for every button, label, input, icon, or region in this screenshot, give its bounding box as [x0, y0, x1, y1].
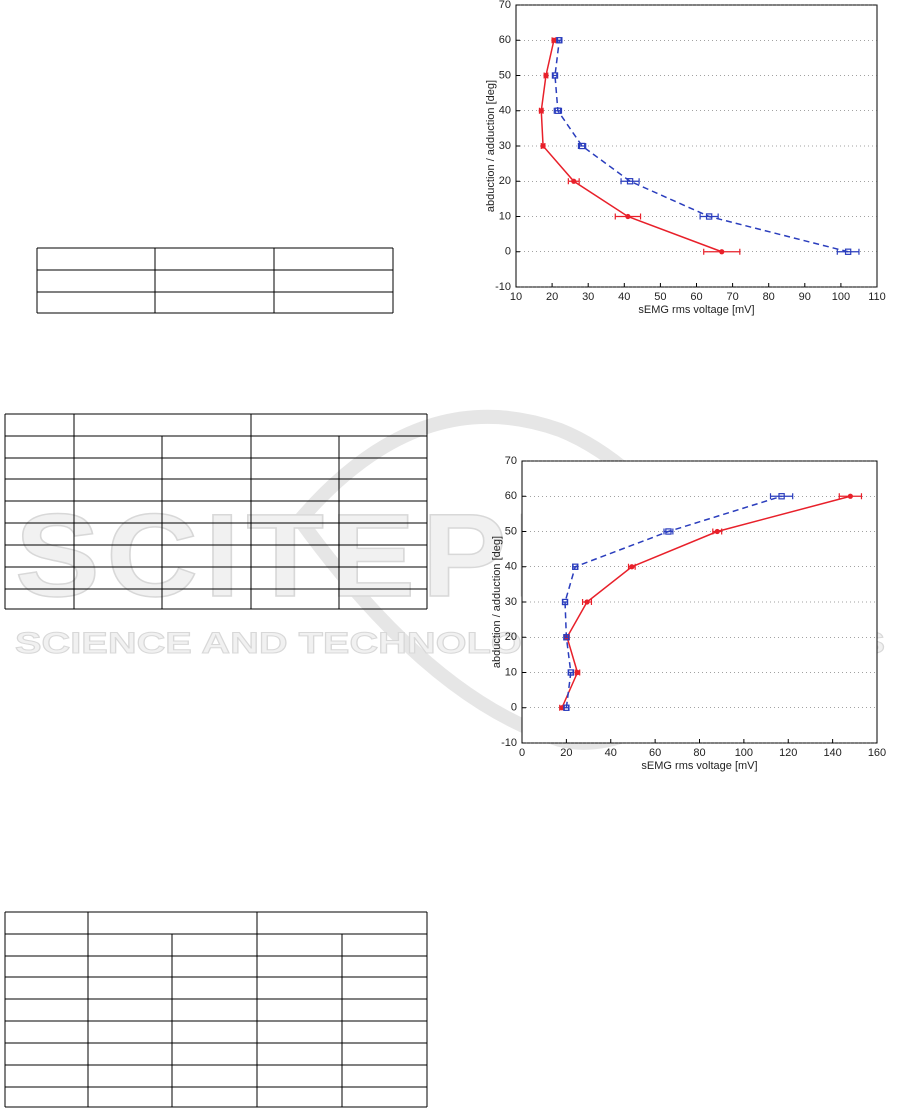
chart: -10 0 10 20 30 40 50 60 70 10 20 30 40 50 60 70 80 90 100 1…	[485, 0, 886, 316]
error-bar	[836, 248, 860, 255]
table-3	[4, 911, 428, 1108]
data-point	[561, 598, 569, 606]
data-point	[571, 178, 577, 184]
x-axis-label: sEMG rms voltage [mV]	[641, 760, 757, 772]
x-tick-label: 100	[832, 291, 850, 303]
x-tick-label: 160	[868, 747, 886, 759]
data-point	[578, 142, 586, 150]
x-tick-label: 20	[546, 291, 558, 303]
y-tick-label: 70	[505, 455, 517, 467]
x-tick-label: 110	[868, 291, 886, 303]
data-point	[847, 493, 853, 499]
data-point	[551, 72, 559, 79]
data-point	[705, 213, 713, 220]
data-point	[844, 248, 852, 255]
table-2	[4, 413, 428, 610]
data-point	[626, 178, 634, 185]
y-axis-label: abduction / adduction [deg]	[485, 80, 497, 212]
x-axis-label: sEMG rms voltage [mV]	[638, 304, 754, 316]
error-bar	[620, 178, 640, 185]
data-point	[629, 564, 635, 570]
y-tick-label: 60	[499, 34, 511, 46]
x-tick-label: 140	[823, 747, 841, 759]
error-bar	[699, 213, 719, 220]
data-point	[714, 528, 720, 535]
data-point	[625, 213, 631, 220]
y-tick-label: -10	[501, 737, 517, 749]
y-tick-label: 20	[499, 175, 511, 187]
data-point	[540, 143, 546, 149]
y-tick-label: 20	[505, 631, 517, 643]
x-tick-label: 30	[582, 291, 594, 303]
y-tick-label: 60	[505, 490, 517, 502]
y-tick-label: 70	[499, 0, 511, 11]
x-tick-label: 90	[799, 291, 811, 303]
x-tick-label: 0	[519, 747, 525, 759]
data-point	[554, 107, 562, 114]
data-point	[719, 249, 725, 255]
y-tick-label: -10	[495, 281, 511, 293]
x-tick-label: 40	[618, 291, 630, 303]
data-point	[572, 563, 579, 570]
data-point	[563, 634, 570, 641]
data-point	[538, 108, 544, 114]
x-tick-label: 10	[510, 291, 522, 303]
data-point	[584, 599, 590, 605]
y-tick-label: 30	[499, 140, 511, 152]
x-tick-label: 60	[690, 291, 702, 303]
data-point	[567, 669, 575, 676]
table-1	[36, 247, 394, 314]
x-tick-label: 60	[649, 747, 661, 759]
data-point	[551, 37, 557, 43]
data-point	[563, 704, 570, 711]
data-point	[556, 37, 563, 44]
y-tick-label: 50	[505, 525, 517, 537]
x-tick-label: 80	[763, 291, 775, 303]
y-tick-label: 10	[499, 210, 511, 222]
x-tick-label: 80	[693, 747, 705, 759]
y-axis-label: abduction / adduction [deg]	[491, 536, 503, 668]
error-bar	[769, 493, 794, 500]
y-tick-label: 0	[511, 702, 517, 714]
x-tick-label: 20	[560, 747, 572, 759]
y-tick-label: 40	[505, 561, 517, 573]
x-tick-label: 100	[735, 747, 753, 759]
x-tick-label: 40	[605, 747, 617, 759]
y-tick-label: 10	[505, 666, 517, 678]
x-tick-label: 120	[779, 747, 797, 759]
x-tick-label: 50	[654, 291, 666, 303]
data-point	[665, 528, 672, 535]
x-tick-label: 70	[726, 291, 738, 303]
y-tick-label: 30	[505, 596, 517, 608]
data-point	[778, 493, 785, 500]
data-point	[574, 669, 581, 676]
y-tick-label: 0	[505, 246, 511, 258]
y-tick-label: 50	[499, 69, 511, 81]
y-tick-label: 40	[499, 105, 511, 117]
data-point	[543, 72, 549, 79]
